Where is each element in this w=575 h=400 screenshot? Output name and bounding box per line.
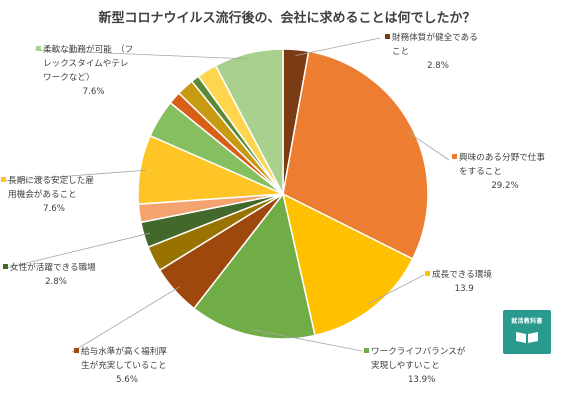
slice-label-6-line-0: 女性が活躍できる職場 (10, 261, 96, 273)
slice-value-2: 13.9 (455, 284, 474, 294)
leader-line-6 (5, 232, 150, 269)
slice-label-0-line-1: こと (392, 46, 409, 57)
slice-value-0: 2.8% (427, 61, 449, 71)
slice-label-14-line-1: レックスタイムやテレ (43, 58, 129, 69)
label-marker-4 (74, 348, 79, 353)
slice-label-1-line-1: をすること (459, 166, 502, 177)
label-marker-1 (452, 154, 457, 159)
leader-line-1 (407, 131, 450, 161)
label-marker-14 (36, 46, 41, 51)
slice-label-2-line-0: 成長できる環境 (432, 268, 492, 280)
slice-label-14-line-0: 柔軟な勤務が可能 （フ (43, 43, 133, 55)
pie-slice-1 (282, 50, 429, 260)
slice-label-14-line-2: ワークなど） (43, 72, 95, 83)
site-logo-text: 就活教科書 (511, 318, 543, 325)
leader-line-0 (295, 37, 381, 56)
leader-line-2 (368, 274, 425, 304)
pie-slice-2 (281, 192, 414, 337)
slice-value-4: 5.6% (116, 375, 138, 385)
slice-label-4-line-1: 生が充実していること (81, 359, 167, 371)
slice-value-14: 7.6% (83, 87, 105, 97)
slice-label-3-line-0: ワークライフバランスが (371, 345, 466, 357)
site-logo: 就活教科書 (503, 310, 551, 354)
pie-slice-14 (214, 48, 284, 195)
leader-line-3 (252, 329, 363, 352)
slice-label-3-line-1: 実現しやすいこと (371, 359, 440, 371)
pie-slices (137, 48, 429, 340)
label-marker-6 (3, 264, 8, 269)
slice-value-1: 29.2% (491, 181, 518, 191)
leader-lines (3, 37, 450, 353)
label-marker-8 (1, 177, 6, 182)
slice-value-8: 7.6% (43, 204, 65, 214)
leader-line-8 (3, 169, 147, 182)
book-icon (516, 332, 538, 343)
leader-line-14 (34, 49, 250, 60)
slice-label-8-line-0: 長期に渡る安定した雇 (8, 174, 94, 186)
chart-title: 新型コロナウイルス流行後の、会社に求めることは何でしたか？ (98, 10, 475, 26)
slice-value-6: 2.8% (45, 277, 67, 287)
slice-label-0-line-0: 財務体質が健全である (392, 31, 478, 43)
label-marker-2 (425, 271, 430, 276)
slice-label-1-line-0: 興味のある分野で仕事 (459, 151, 545, 163)
leader-line-4 (71, 286, 180, 353)
pie-slice-3 (192, 192, 316, 340)
slice-value-3: 13.9% (408, 375, 435, 385)
slice-label-8-line-1: 用機会があること (8, 188, 77, 200)
slice-label-4-line-0: 給与水準が高く福利厚 (81, 345, 167, 357)
label-marker-0 (385, 34, 390, 39)
label-marker-3 (364, 348, 369, 353)
